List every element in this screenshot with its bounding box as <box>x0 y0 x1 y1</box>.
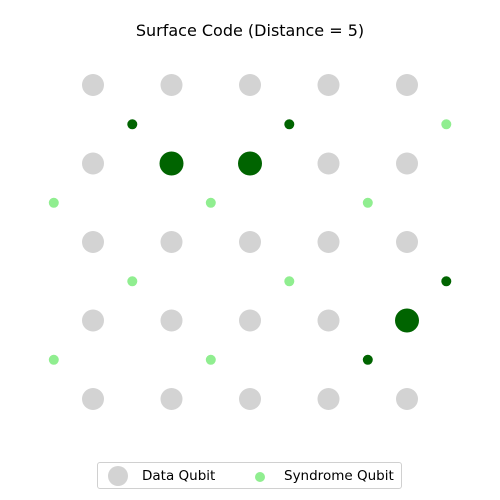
data-qubit <box>161 74 183 96</box>
legend-data-qubit-label: Data Qubit <box>142 468 215 484</box>
syndrome-qubit-flagged <box>127 119 137 129</box>
data-qubit <box>239 310 261 332</box>
syndrome-qubit <box>127 276 137 286</box>
data-qubit <box>396 388 418 410</box>
legend-syndrome-qubit-label: Syndrome Qubit <box>284 468 394 484</box>
data-qubit <box>318 153 340 175</box>
data-qubit <box>318 310 340 332</box>
data-qubit <box>82 153 104 175</box>
data-qubit <box>318 388 340 410</box>
data-qubit <box>239 388 261 410</box>
legend-data-qubit-marker <box>108 466 128 486</box>
data-qubit-flagged <box>238 152 262 176</box>
data-qubit <box>239 231 261 253</box>
data-qubit <box>161 231 183 253</box>
data-qubit <box>82 310 104 332</box>
syndrome-qubit <box>206 355 216 365</box>
syndrome-qubit <box>49 198 59 208</box>
data-qubit <box>82 388 104 410</box>
data-qubit <box>161 310 183 332</box>
legend-syndrome-qubit-marker <box>255 472 265 482</box>
syndrome-qubit <box>363 198 373 208</box>
data-qubit <box>396 153 418 175</box>
syndrome-qubit <box>441 119 451 129</box>
syndrome-qubit <box>206 198 216 208</box>
syndrome-qubit <box>284 276 294 286</box>
data-qubit <box>161 388 183 410</box>
data-qubit <box>82 231 104 253</box>
data-qubit <box>396 231 418 253</box>
data-qubit <box>318 231 340 253</box>
syndrome-qubit-flagged <box>441 276 451 286</box>
syndrome-qubit <box>49 355 59 365</box>
data-qubit <box>82 74 104 96</box>
data-qubit-flagged <box>395 309 419 333</box>
data-qubit <box>396 74 418 96</box>
syndrome-qubit-flagged <box>363 355 373 365</box>
data-qubit-flagged <box>160 152 184 176</box>
data-qubit <box>318 74 340 96</box>
legend: Data Qubit Syndrome Qubit <box>97 462 402 489</box>
syndrome-qubit-flagged <box>284 119 294 129</box>
data-qubit <box>239 74 261 96</box>
